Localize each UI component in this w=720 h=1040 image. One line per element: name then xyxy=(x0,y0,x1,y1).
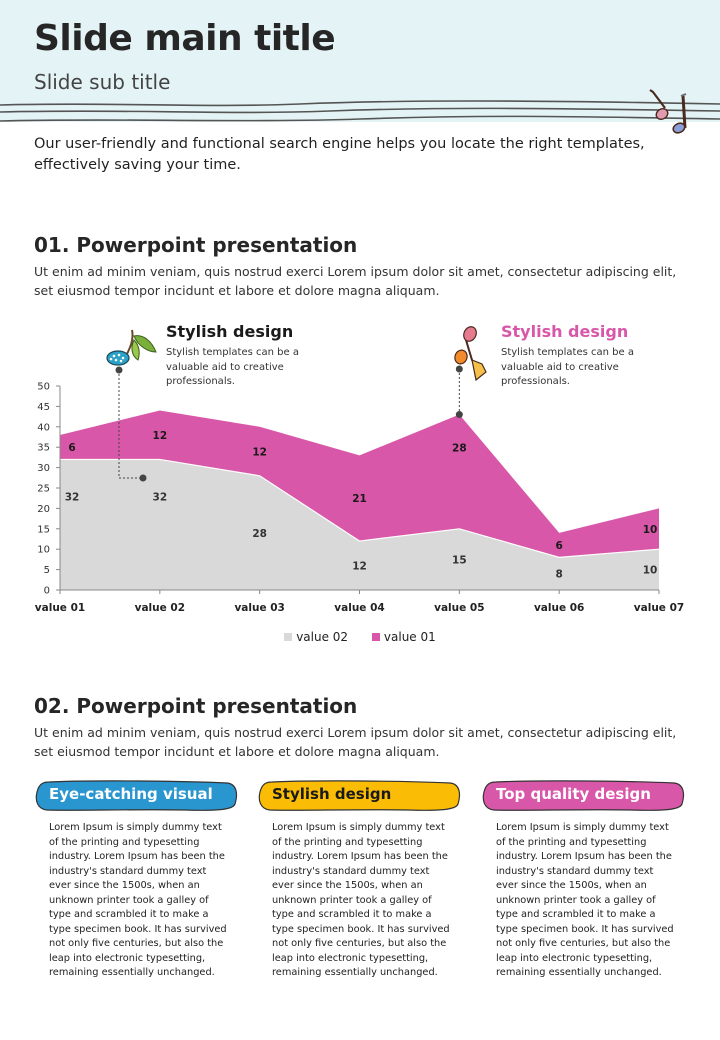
y-tick-label: 45 xyxy=(37,402,50,413)
y-tick-label: 25 xyxy=(37,484,50,495)
data-label-value-02: 8 xyxy=(556,569,563,581)
x-tick-label: value 06 xyxy=(534,602,584,614)
card-1-pill: Eye-catching visual xyxy=(35,780,238,812)
data-label-value-01: 6 xyxy=(556,540,563,552)
y-tick-label: 15 xyxy=(37,524,50,535)
x-tick-label: value 01 xyxy=(35,602,85,614)
chart-legend: value 02 value 01 xyxy=(0,630,720,644)
card-1-text: Lorem Ipsum is simply dummy text of the … xyxy=(49,822,227,978)
intro-text: Our user-friendly and functional search … xyxy=(34,136,645,173)
card-3-label: Top quality design xyxy=(496,785,651,803)
series-boundary-line xyxy=(60,458,660,558)
data-label-value-01: 28 xyxy=(452,443,467,455)
music-note-icon xyxy=(649,89,687,134)
stacked-area-chart: 0 5 10 15 20 25 30 35 40 45 50 value 01 value 02 valu… xyxy=(35,365,684,614)
callout-1-text: Stylish templates can be a valuable aid … xyxy=(166,347,299,387)
data-label-value-02: 10 xyxy=(643,565,658,577)
data-label-value-02: 32 xyxy=(153,492,168,504)
area-value-02 xyxy=(60,459,659,590)
callout-1-title: Stylish design xyxy=(166,322,294,341)
card-stylish-design: Stylish design Lorem Ipsum is simply dum… xyxy=(258,780,463,981)
section2-title: 02. Powerpoint presentation xyxy=(34,694,358,718)
cherry-note-icon xyxy=(106,329,157,366)
legend-item-value-01: value 01 xyxy=(371,630,436,644)
x-tick-label: value 03 xyxy=(234,602,284,614)
section2-text: Ut enim ad minim veniam, quis nostrud ex… xyxy=(34,725,677,759)
x-tick-label: value 02 xyxy=(135,602,185,614)
card-3-text: Lorem Ipsum is simply dummy text of the … xyxy=(496,822,674,978)
music-staff-lines xyxy=(0,100,720,122)
x-tick-label: value 04 xyxy=(334,602,384,614)
section1-title: 01. Powerpoint presentation xyxy=(34,233,358,257)
callout-2-point-dot xyxy=(455,411,463,419)
callout-2-text: Stylish templates can be a valuable aid … xyxy=(501,347,634,387)
legend-swatch-value-02 xyxy=(284,633,293,641)
data-label-value-02: 15 xyxy=(452,554,467,566)
card-1-label: Eye-catching visual xyxy=(49,785,213,803)
legend-swatch-value-01 xyxy=(371,633,380,641)
slide-subtitle: Slide sub title xyxy=(34,70,171,94)
double-note-icon xyxy=(454,326,487,382)
y-tick-label: 35 xyxy=(37,443,50,454)
y-tick-label: 0 xyxy=(44,586,50,597)
data-label-value-01: 12 xyxy=(252,446,267,458)
x-tick-label: value 07 xyxy=(634,602,684,614)
y-tick-label: 20 xyxy=(37,504,50,515)
area-value-01 xyxy=(60,410,659,558)
card-top-quality-design: Top quality design Lorem Ipsum is simply… xyxy=(482,780,687,981)
data-label-value-01: 10 xyxy=(643,524,658,536)
card-2-pill: Stylish design xyxy=(258,780,461,812)
card-3-pill: Top quality design xyxy=(482,780,685,812)
legend-label-value-01: value 01 xyxy=(383,630,436,644)
slide-title: Slide main title xyxy=(34,18,336,59)
callout-1-leader-line xyxy=(118,370,143,479)
card-eye-catching-visual: Eye-catching visual Lorem Ipsum is simpl… xyxy=(35,780,240,981)
card-2-label: Stylish design xyxy=(272,785,392,803)
section1-text: Ut enim ad minim veniam, quis nostrud ex… xyxy=(34,264,677,298)
y-tick-label: 40 xyxy=(37,422,50,433)
legend-item-value-02: value 02 xyxy=(284,630,348,644)
callout-1-point-dot xyxy=(139,474,147,482)
data-label-value-02: 32 xyxy=(65,492,80,504)
y-tick-label: 50 xyxy=(37,382,50,393)
callout-2-title: Stylish design xyxy=(501,322,629,341)
y-tick-label: 10 xyxy=(37,545,50,556)
y-tick-label: 5 xyxy=(44,565,50,576)
data-label-value-01: 12 xyxy=(153,430,168,442)
data-label-value-02: 12 xyxy=(352,561,367,573)
data-label-value-01: 6 xyxy=(68,442,75,454)
y-tick-label: 30 xyxy=(37,463,50,474)
data-label-value-02: 28 xyxy=(252,528,267,540)
x-tick-label: value 05 xyxy=(434,602,484,614)
data-label-value-01: 21 xyxy=(352,493,367,505)
legend-label-value-02: value 02 xyxy=(296,630,349,644)
card-2-text: Lorem Ipsum is simply dummy text of the … xyxy=(272,822,450,978)
